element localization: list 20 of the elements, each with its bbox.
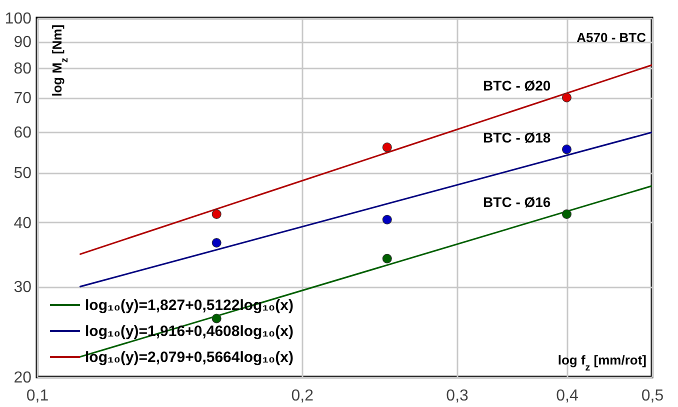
x-tick-label: 0,1 xyxy=(26,388,49,404)
y-tick-label: 70 xyxy=(14,90,32,108)
y-tick-label: 30 xyxy=(14,279,32,296)
y-tick-label: 80 xyxy=(14,60,32,78)
series-label: BTC - Ø16 xyxy=(483,194,551,210)
y-tick-label: 50 xyxy=(14,165,32,182)
y-tick-label: 40 xyxy=(14,214,32,232)
series-label: BTC - Ø18 xyxy=(483,129,551,146)
x-axis-title: log f$_{z}$ [mm/rot] xyxy=(558,352,646,373)
x-tick-label: 0,4 xyxy=(556,388,578,404)
x-tick-label: 0,3 xyxy=(446,388,469,404)
annotation: A570 - BTC xyxy=(576,30,647,45)
y-tick-label: 60 xyxy=(14,124,32,142)
x-tick-label: 0,5 xyxy=(641,388,664,404)
y-tick-label: 90 xyxy=(14,34,32,51)
legend-label: log₁₀(y)=2,079+0,5664log₁₀(x) xyxy=(85,349,294,366)
x-tick-label: 0,2 xyxy=(291,388,314,404)
series-label: BTC - Ø20 xyxy=(483,78,551,94)
y-tick-label: 100 xyxy=(4,10,32,28)
y-tick-label: 20 xyxy=(14,370,32,386)
